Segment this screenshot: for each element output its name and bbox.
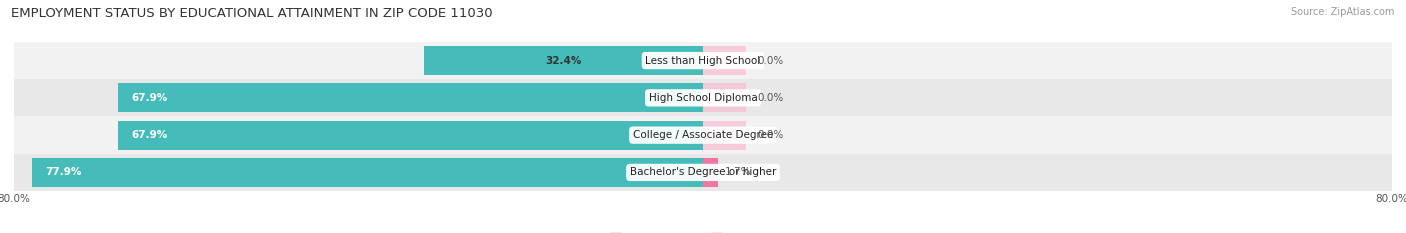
Bar <box>14 42 1392 79</box>
Bar <box>703 83 747 112</box>
Bar <box>118 121 703 150</box>
Bar <box>14 116 1392 154</box>
Text: 0.0%: 0.0% <box>758 130 783 140</box>
Text: 77.9%: 77.9% <box>45 168 82 177</box>
Bar <box>14 154 1392 191</box>
Text: High School Diploma: High School Diploma <box>648 93 758 103</box>
Text: 0.0%: 0.0% <box>758 56 783 65</box>
Text: 1.7%: 1.7% <box>724 168 751 177</box>
Text: 32.4%: 32.4% <box>546 56 582 65</box>
Bar <box>703 46 747 75</box>
Text: Bachelor's Degree or higher: Bachelor's Degree or higher <box>630 168 776 177</box>
Text: College / Associate Degree: College / Associate Degree <box>633 130 773 140</box>
Text: Less than High School: Less than High School <box>645 56 761 65</box>
Text: 0.0%: 0.0% <box>758 93 783 103</box>
Bar <box>703 121 747 150</box>
Text: 67.9%: 67.9% <box>131 130 167 140</box>
Bar <box>425 46 703 75</box>
Bar <box>118 83 703 112</box>
Text: EMPLOYMENT STATUS BY EDUCATIONAL ATTAINMENT IN ZIP CODE 11030: EMPLOYMENT STATUS BY EDUCATIONAL ATTAINM… <box>11 7 494 20</box>
Text: Source: ZipAtlas.com: Source: ZipAtlas.com <box>1291 7 1395 17</box>
Text: 67.9%: 67.9% <box>131 93 167 103</box>
Bar <box>14 79 1392 116</box>
Bar <box>32 158 703 187</box>
Bar <box>703 158 717 187</box>
